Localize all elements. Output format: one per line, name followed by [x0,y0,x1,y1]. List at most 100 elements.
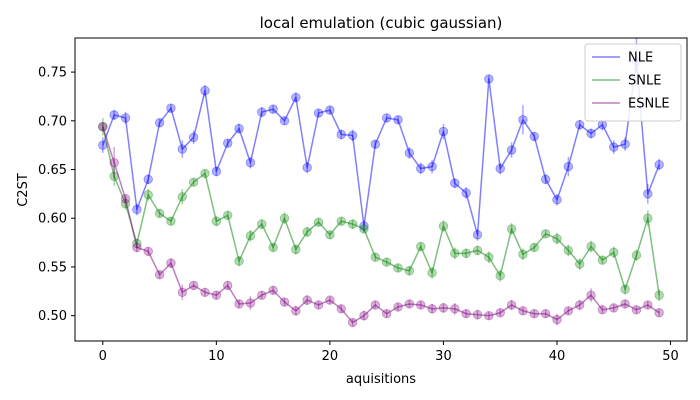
data-point-snle [211,216,222,226]
data-point-nle [132,204,142,215]
data-point-esnle [109,158,119,168]
data-point-esnle [313,300,324,310]
data-point-esnle [234,299,244,309]
data-point-nle [586,128,596,139]
data-point-nle [177,144,187,154]
data-point-esnle [347,317,358,328]
data-point-nle [120,113,131,123]
data-point-snle [552,234,562,244]
data-point-nle [575,120,585,130]
data-point-nle [563,161,574,172]
data-point-esnle [427,304,437,314]
data-point-nle [223,138,233,148]
data-point-snle [472,245,483,256]
data-point-snle [427,268,437,278]
data-point-nle [313,108,324,118]
y-tick-label: 0.55 [38,260,67,275]
data-point-snle [291,244,301,255]
data-point-nle [609,142,619,152]
data-point-esnle [177,287,187,297]
data-point-esnle [257,290,267,300]
data-point-esnle [495,308,505,318]
data-point-snle [620,284,630,295]
series-esnle [98,121,664,328]
data-point-esnle [540,309,551,319]
data-point-esnle [245,298,256,308]
y-tick-label: 0.60 [38,212,67,227]
data-point-nle [518,115,528,125]
data-point-snle [586,241,596,252]
data-point-snle [245,231,256,241]
data-point-nle [620,139,630,149]
data-point-snle [404,266,415,276]
data-point-nle [234,123,244,134]
data-point-nle [506,145,517,155]
data-point-snle [177,192,187,202]
data-point-esnle [416,300,426,310]
data-point-snle [540,229,551,239]
data-point-nle [552,195,562,205]
data-point-esnle [188,280,199,291]
data-point-esnle [154,270,165,280]
data-point-snle [200,168,210,179]
series-nle [98,38,664,241]
data-point-snle [223,210,233,221]
data-point-nle [336,129,346,140]
y-axis: 0.50 0.55 0.60 0.65 0.70 0.75 [38,66,75,324]
data-point-esnle [223,280,233,291]
data-point-snle [563,245,574,256]
data-point-nle [279,116,290,126]
y-tick-label: 0.50 [38,309,67,324]
data-point-nle [654,159,664,170]
series-line-nle [102,60,660,236]
data-point-esnle [120,194,131,204]
data-point-esnle [143,246,153,257]
plot-area [98,38,664,328]
data-point-nle [393,115,403,125]
data-point-esnle [98,121,108,132]
data-point-esnle [291,306,301,316]
data-point-nle [200,85,210,96]
data-point-snle [154,208,165,219]
data-point-esnle [654,308,664,318]
data-point-snle [484,252,494,262]
legend-box [584,43,682,122]
data-point-esnle [132,242,142,253]
data-point-nle [427,161,437,172]
data-point-esnle [325,295,335,305]
data-point-esnle [552,314,562,325]
series-snle [98,117,664,302]
data-point-nle [109,110,119,120]
data-point-esnle [518,306,528,316]
data-point-snle [416,241,426,252]
data-point-snle [279,213,290,223]
data-point-snle [325,230,335,240]
data-point-snle [631,250,642,260]
x-tick-label: 20 [322,349,339,364]
data-point-snle [98,121,108,132]
data-point-nle [484,74,494,84]
x-axis: 0 10 20 30 40 50 [99,341,679,364]
data-point-nle [325,105,335,115]
data-point-nle [597,120,608,130]
data-point-snle [529,242,539,253]
data-point-nle [404,148,415,158]
data-point-esnle [597,305,608,315]
data-point-esnle [620,299,630,309]
data-point-esnle [211,290,222,300]
data-point-snle [347,219,358,229]
data-point-snle [506,224,517,234]
y-tick-label: 0.70 [38,114,67,129]
legend-label-nle: NLE [628,51,653,66]
data-point-snle [188,177,199,187]
x-axis-label: aquisitions [346,372,416,387]
data-point-nle [529,131,539,142]
data-point-nle [154,118,165,128]
chart-title: local emulation (cubic gaussian) [260,14,503,32]
data-point-esnle [200,287,210,297]
data-point-esnle [506,300,517,310]
y-axis-label: C2ST [16,173,31,207]
data-point-nle [370,139,381,149]
data-point-nle [347,130,358,141]
y-tick-label: 0.65 [38,163,67,178]
